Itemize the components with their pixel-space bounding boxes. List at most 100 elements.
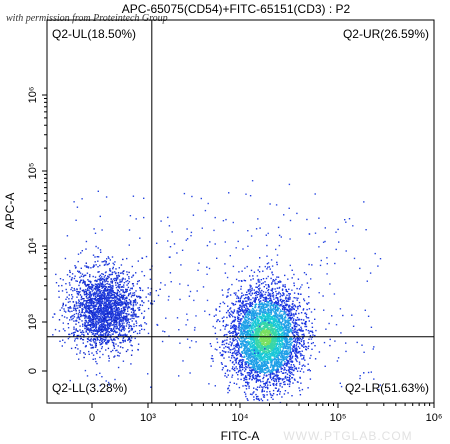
event-point bbox=[263, 352, 265, 354]
event-point bbox=[151, 303, 154, 305]
event-point bbox=[86, 329, 89, 331]
event-point bbox=[249, 314, 251, 317]
event-point bbox=[270, 354, 272, 357]
event-point bbox=[107, 293, 110, 296]
event-point bbox=[269, 374, 272, 376]
event-point bbox=[89, 343, 91, 345]
event-point bbox=[111, 320, 114, 322]
event-point bbox=[226, 370, 229, 372]
event-point bbox=[286, 290, 289, 293]
event-point bbox=[234, 352, 236, 355]
event-point bbox=[114, 300, 117, 303]
event-point bbox=[93, 297, 96, 300]
event-point bbox=[106, 324, 109, 327]
event-point bbox=[237, 343, 239, 345]
event-point bbox=[295, 338, 297, 340]
event-point bbox=[251, 305, 254, 308]
event-point bbox=[94, 333, 97, 335]
event-point bbox=[102, 311, 105, 314]
event-point bbox=[84, 323, 86, 325]
event-point bbox=[97, 297, 100, 300]
event-point bbox=[267, 337, 270, 340]
event-point bbox=[80, 315, 82, 318]
event-point bbox=[107, 275, 109, 278]
event-point bbox=[73, 316, 76, 318]
event-point bbox=[279, 305, 281, 307]
event-point bbox=[244, 311, 247, 313]
event-point bbox=[288, 358, 291, 360]
event-point bbox=[105, 342, 107, 345]
event-point bbox=[102, 273, 104, 276]
event-point bbox=[91, 352, 93, 354]
event-point bbox=[291, 342, 293, 344]
event-point bbox=[124, 310, 126, 312]
event-point bbox=[116, 317, 119, 319]
event-point bbox=[253, 366, 256, 368]
event-point bbox=[244, 361, 246, 363]
event-point bbox=[107, 323, 110, 326]
event-point bbox=[283, 358, 286, 360]
event-point bbox=[66, 274, 69, 276]
event-point bbox=[103, 319, 105, 322]
event-point bbox=[130, 335, 132, 337]
event-point bbox=[117, 295, 120, 297]
event-point bbox=[103, 294, 106, 296]
event-point bbox=[69, 310, 71, 313]
event-point bbox=[280, 356, 282, 358]
event-point bbox=[78, 311, 81, 313]
event-point bbox=[135, 300, 137, 302]
event-point bbox=[68, 282, 71, 284]
event-point bbox=[296, 316, 299, 319]
event-point bbox=[118, 355, 120, 357]
event-point bbox=[89, 319, 91, 321]
event-point bbox=[88, 310, 91, 312]
event-point bbox=[69, 284, 71, 286]
event-point bbox=[88, 280, 91, 282]
event-point bbox=[106, 312, 108, 315]
event-point bbox=[235, 344, 237, 346]
event-point bbox=[114, 325, 116, 327]
event-point bbox=[76, 305, 78, 307]
event-point bbox=[80, 313, 82, 315]
event-point bbox=[277, 354, 279, 357]
event-point bbox=[130, 315, 132, 317]
event-point bbox=[64, 330, 66, 332]
event-point bbox=[278, 291, 280, 293]
event-point bbox=[79, 306, 81, 308]
event-point bbox=[127, 320, 129, 322]
event-point bbox=[86, 301, 88, 304]
event-point bbox=[246, 344, 248, 346]
event-point bbox=[101, 340, 103, 343]
event-point bbox=[258, 309, 260, 312]
event-point bbox=[75, 302, 78, 304]
event-point bbox=[228, 314, 230, 316]
event-point bbox=[89, 291, 91, 293]
event-point bbox=[149, 294, 151, 296]
event-point bbox=[258, 386, 261, 388]
event-point bbox=[103, 328, 106, 331]
event-point bbox=[119, 293, 121, 295]
event-point bbox=[224, 375, 226, 377]
event-point bbox=[270, 307, 272, 309]
event-point bbox=[250, 363, 252, 366]
event-point bbox=[243, 345, 245, 347]
event-point bbox=[140, 296, 142, 299]
event-point bbox=[240, 354, 242, 356]
event-point bbox=[286, 363, 288, 366]
event-point bbox=[122, 303, 124, 305]
event-point bbox=[234, 359, 236, 361]
event-point bbox=[252, 332, 254, 334]
event-point bbox=[255, 282, 258, 285]
event-point bbox=[120, 312, 122, 314]
event-point bbox=[113, 345, 115, 348]
event-point bbox=[117, 314, 120, 316]
event-point bbox=[250, 349, 252, 352]
event-point bbox=[97, 289, 99, 292]
event-point bbox=[112, 287, 114, 289]
event-point bbox=[83, 314, 85, 317]
event-point bbox=[259, 367, 261, 369]
event-point bbox=[283, 367, 286, 369]
event-point bbox=[288, 367, 291, 369]
event-point bbox=[110, 318, 113, 321]
event-point bbox=[216, 338, 218, 340]
